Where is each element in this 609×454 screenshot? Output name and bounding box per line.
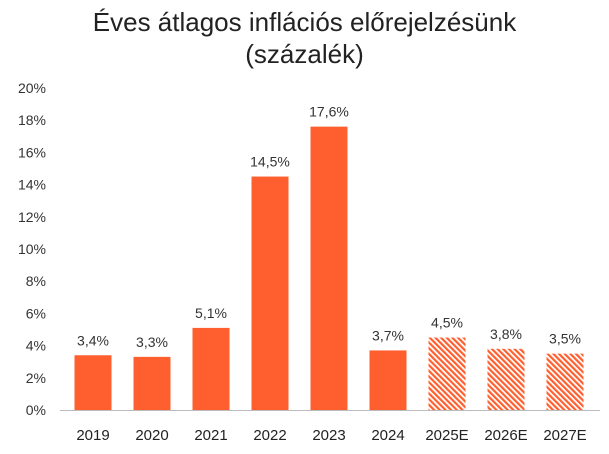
chart-title-line1: Éves átlagos inflációs előrejelzésünk xyxy=(92,7,517,37)
y-tick-label: 6% xyxy=(26,305,46,321)
data-label: 3,5% xyxy=(549,331,581,347)
x-tick-label: 2022 xyxy=(253,427,286,444)
y-tick-label: 4% xyxy=(26,338,46,354)
y-tick-label: 2% xyxy=(26,370,46,386)
data-label: 3,3% xyxy=(136,334,168,350)
y-tick-label: 0% xyxy=(26,402,46,418)
forecast-bar xyxy=(487,348,525,410)
chart-title: Éves átlagos inflációs előrejelzésünk (s… xyxy=(0,6,609,70)
data-label: 17,6% xyxy=(309,104,349,120)
x-tick-label: 2020 xyxy=(135,427,168,444)
y-tick-label: 16% xyxy=(18,144,46,160)
y-tick-label: 12% xyxy=(18,209,46,225)
y-tick-label: 8% xyxy=(26,273,46,289)
y-tick-label: 20% xyxy=(18,80,46,96)
data-label: 4,5% xyxy=(431,315,463,331)
x-tick-label: 2023 xyxy=(312,427,345,444)
y-tick-label: 18% xyxy=(18,112,46,128)
forecast-bar xyxy=(546,353,584,410)
x-tick-label: 2025E xyxy=(425,427,468,444)
x-tick-label: 2019 xyxy=(76,427,109,444)
y-tick-label: 10% xyxy=(18,241,46,257)
bar xyxy=(192,327,230,410)
data-label: 14,5% xyxy=(250,154,290,170)
bar xyxy=(74,355,112,410)
x-tick-label: 2027E xyxy=(543,427,586,444)
bar xyxy=(369,350,407,410)
x-tick-label: 2026E xyxy=(484,427,527,444)
data-label: 5,1% xyxy=(195,305,227,321)
y-tick-label: 14% xyxy=(18,177,46,193)
forecast-bar xyxy=(428,337,466,410)
x-tick-label: 2021 xyxy=(194,427,227,444)
chart-title-line2: (százalék) xyxy=(245,39,364,69)
bar xyxy=(133,356,171,410)
data-label: 3,4% xyxy=(77,332,109,348)
x-tick-label: 2024 xyxy=(371,427,404,444)
bar xyxy=(251,176,289,410)
bar xyxy=(310,126,348,410)
data-label: 3,8% xyxy=(490,326,522,342)
data-label: 3,7% xyxy=(372,327,404,343)
